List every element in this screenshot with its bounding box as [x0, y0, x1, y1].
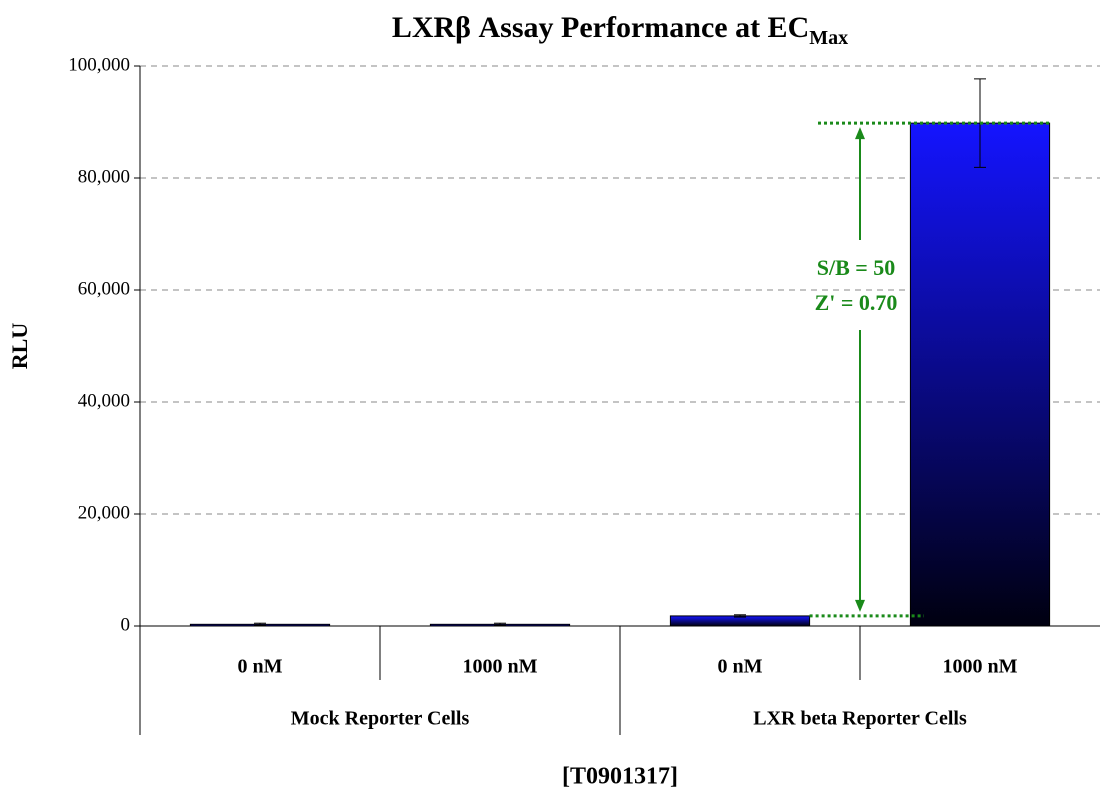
arrow-head	[855, 599, 865, 612]
arrow-head	[855, 127, 865, 140]
x-tick-label: 0 nM	[718, 656, 763, 678]
y-tick-label: 100,000	[68, 54, 130, 75]
y-tick-label: 20,000	[78, 502, 130, 523]
annotation: S/B = 50	[817, 255, 896, 280]
y-axis-label: RLU	[7, 323, 32, 370]
y-tick-label: 0	[121, 614, 131, 635]
group-label: Mock Reporter Cells	[291, 708, 470, 730]
x-tick-label: 1000 nM	[943, 656, 1018, 678]
chart-title: LXRβ Assay Performance at ECMax	[392, 11, 848, 49]
y-tick-label: 60,000	[78, 278, 130, 299]
group-label: LXR beta Reporter Cells	[753, 708, 967, 730]
y-tick-label: 80,000	[78, 166, 130, 187]
bar	[909, 122, 1051, 627]
y-tick-label: 40,000	[78, 390, 130, 411]
x-axis-label: [T0901317]	[562, 764, 678, 790]
annotation: Z' = 0.70	[815, 290, 898, 315]
x-tick-label: 1000 nM	[463, 656, 538, 678]
x-tick-label: 0 nM	[238, 656, 283, 678]
